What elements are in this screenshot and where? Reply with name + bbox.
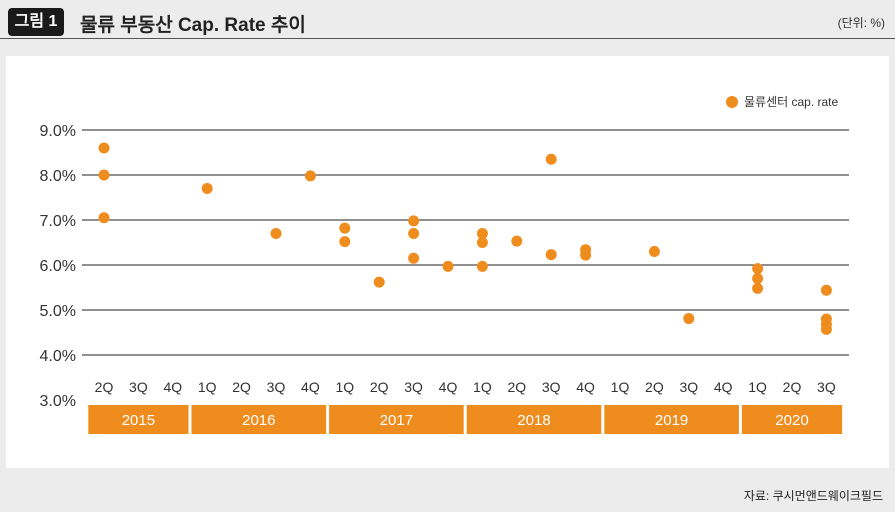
- x-tick-label: 1Q: [611, 379, 630, 395]
- year-band: [88, 405, 189, 434]
- y-axis-ticks: 9.0% 8.0% 7.0% 6.0% 5.0% 4.0% 3.0%: [40, 123, 76, 410]
- x-tick-label: 4Q: [439, 379, 458, 395]
- x-tick-label: 4Q: [576, 379, 595, 395]
- year-band: [466, 405, 602, 434]
- year-label: 2017: [380, 412, 413, 429]
- legend-label: 물류센터 cap. rate: [744, 95, 839, 109]
- y-tick-label: 4.0%: [40, 348, 76, 365]
- data-point: [270, 228, 282, 239]
- y-tick-label: 9.0%: [40, 123, 76, 140]
- year-label: 2020: [775, 412, 808, 429]
- year-label: 2018: [517, 412, 550, 429]
- year-label: 2019: [655, 412, 688, 429]
- data-point: [339, 222, 351, 234]
- x-tick-label: 4Q: [301, 379, 320, 395]
- data-point: [98, 169, 110, 181]
- x-tick-label: 3Q: [542, 379, 561, 395]
- x-tick-label: 3Q: [129, 379, 148, 395]
- data-point: [545, 153, 557, 165]
- data-point: [476, 228, 488, 239]
- x-tick-label: 4Q: [163, 379, 182, 395]
- data-point: [752, 273, 764, 284]
- x-tick-label: 2Q: [645, 379, 664, 395]
- y-tick-label: 3.0%: [40, 393, 76, 410]
- figure-title: 물류 부동산 Cap. Rate 추이: [80, 15, 306, 36]
- legend-marker: [726, 96, 738, 108]
- data-point: [476, 260, 488, 272]
- y-tick-label: 5.0%: [40, 303, 76, 320]
- year-label: 2016: [242, 412, 275, 429]
- data-point: [98, 142, 110, 154]
- data-point: [648, 246, 660, 257]
- x-tick-label: 1Q: [198, 379, 217, 395]
- data-point: [752, 282, 764, 294]
- data-point: [98, 212, 110, 224]
- year-band: [329, 405, 464, 434]
- year-label: 2015: [122, 412, 155, 429]
- figure-header: 그림 1 물류 부동산 Cap. Rate 추이 (단위: %): [0, 0, 895, 40]
- x-tick-label: 2Q: [232, 379, 251, 395]
- data-point: [408, 215, 420, 227]
- figure-number-badge: 그림 1: [8, 8, 64, 36]
- data-point: [442, 260, 454, 272]
- source-note: 자료: 쿠시먼앤드웨이크필드: [743, 489, 883, 503]
- x-tick-label: 3Q: [267, 379, 286, 395]
- scatter-chart: 9.0% 8.0% 7.0% 6.0% 5.0% 4.0% 3.0% 2Q 3Q 4Q 1Q 2Q 3…: [40, 95, 849, 434]
- data-point: [476, 237, 488, 248]
- x-axis-quarter-ticks: 2Q 3Q 4Q 1Q 2Q 3Q 4Q 1Q 2Q 3Q 4Q 1Q 2Q 3Q 4Q 1Q 2Q 3Q 4Q 1Q…: [95, 379, 836, 395]
- x-axis-year-bands: 2015 2016 2017 2018 2019 2020: [88, 405, 843, 434]
- year-band: [191, 405, 327, 434]
- data-point: [820, 323, 832, 335]
- data-point: [304, 170, 316, 182]
- x-tick-label: 3Q: [404, 379, 423, 395]
- data-point: [683, 313, 695, 325]
- y-tick-label: 6.0%: [40, 258, 76, 275]
- year-band: [604, 405, 739, 434]
- data-point: [373, 276, 385, 288]
- x-tick-label: 1Q: [748, 379, 767, 395]
- unit-label: (단위: %): [837, 16, 885, 30]
- x-tick-label: 4Q: [714, 379, 733, 395]
- header-divider: [0, 38, 895, 39]
- data-point: [752, 263, 764, 275]
- x-tick-label: 2Q: [370, 379, 389, 395]
- x-tick-label: 2Q: [507, 379, 526, 395]
- year-band: [741, 405, 843, 434]
- gridlines: [82, 129, 849, 356]
- legend: 물류센터 cap. rate: [726, 95, 839, 109]
- data-point: [545, 249, 557, 261]
- x-tick-label: 3Q: [679, 379, 698, 395]
- data-point: [511, 235, 523, 247]
- x-tick-label: 2Q: [783, 379, 802, 395]
- y-tick-label: 7.0%: [40, 213, 76, 230]
- x-tick-label: 3Q: [817, 379, 836, 395]
- x-tick-label: 1Q: [473, 379, 492, 395]
- data-point: [820, 284, 832, 296]
- data-point: [201, 183, 213, 194]
- data-point: [408, 252, 420, 264]
- data-points: [98, 142, 832, 335]
- x-tick-label: 2Q: [95, 379, 114, 395]
- data-point: [580, 249, 592, 261]
- chart-panel: 9.0% 8.0% 7.0% 6.0% 5.0% 4.0% 3.0% 2Q 3Q 4Q 1Q 2Q 3…: [6, 56, 889, 468]
- data-point: [339, 236, 351, 248]
- y-tick-label: 8.0%: [40, 168, 76, 185]
- x-tick-label: 1Q: [335, 379, 354, 395]
- data-point: [408, 228, 420, 239]
